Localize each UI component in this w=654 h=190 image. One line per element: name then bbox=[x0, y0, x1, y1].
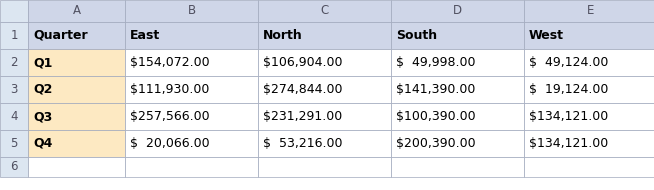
Bar bbox=[28, 103, 125, 130]
Bar bbox=[125, 103, 258, 130]
Text: $134,121.00: $134,121.00 bbox=[529, 110, 608, 123]
Bar bbox=[391, 157, 524, 177]
Bar bbox=[125, 76, 258, 103]
Text: $257,566.00: $257,566.00 bbox=[130, 110, 210, 123]
Text: C: C bbox=[320, 5, 328, 17]
Bar bbox=[524, 22, 654, 49]
Bar bbox=[28, 0, 125, 22]
Bar bbox=[524, 0, 654, 22]
Bar bbox=[125, 49, 258, 76]
Text: 5: 5 bbox=[10, 137, 18, 150]
Bar bbox=[258, 76, 391, 103]
Bar bbox=[391, 76, 524, 103]
Text: 1: 1 bbox=[10, 29, 18, 42]
Text: $134,121.00: $134,121.00 bbox=[529, 137, 608, 150]
Bar bbox=[524, 103, 654, 130]
Bar bbox=[125, 157, 258, 177]
Bar bbox=[125, 130, 258, 157]
Text: D: D bbox=[453, 5, 462, 17]
Text: 3: 3 bbox=[10, 83, 18, 96]
Bar bbox=[524, 49, 654, 76]
Bar bbox=[258, 49, 391, 76]
Text: South: South bbox=[396, 29, 437, 42]
Text: East: East bbox=[130, 29, 160, 42]
Bar bbox=[391, 49, 524, 76]
Text: $274,844.00: $274,844.00 bbox=[263, 83, 343, 96]
Text: $141,390.00: $141,390.00 bbox=[396, 83, 475, 96]
Text: B: B bbox=[188, 5, 196, 17]
Bar bbox=[28, 157, 125, 177]
Bar bbox=[258, 22, 391, 49]
Text: $106,904.00: $106,904.00 bbox=[263, 56, 343, 69]
Bar bbox=[258, 103, 391, 130]
Text: Q1: Q1 bbox=[33, 56, 52, 69]
Text: $111,930.00: $111,930.00 bbox=[130, 83, 209, 96]
Text: Q2: Q2 bbox=[33, 83, 52, 96]
Bar bbox=[391, 103, 524, 130]
Text: $231,291.00: $231,291.00 bbox=[263, 110, 342, 123]
Bar bbox=[391, 0, 524, 22]
Bar bbox=[28, 76, 125, 103]
Bar bbox=[0, 0, 28, 22]
Text: Q4: Q4 bbox=[33, 137, 52, 150]
Text: West: West bbox=[529, 29, 564, 42]
Bar bbox=[28, 22, 125, 49]
Bar bbox=[0, 49, 28, 76]
Text: 2: 2 bbox=[10, 56, 18, 69]
Bar bbox=[391, 130, 524, 157]
Bar bbox=[391, 22, 524, 49]
Bar bbox=[125, 0, 258, 22]
Text: $  49,998.00: $ 49,998.00 bbox=[396, 56, 475, 69]
Text: $100,390.00: $100,390.00 bbox=[396, 110, 475, 123]
Text: $  20,066.00: $ 20,066.00 bbox=[130, 137, 210, 150]
Text: North: North bbox=[263, 29, 303, 42]
Bar bbox=[0, 22, 28, 49]
Text: Q3: Q3 bbox=[33, 110, 52, 123]
Text: 4: 4 bbox=[10, 110, 18, 123]
Bar bbox=[258, 0, 391, 22]
Bar bbox=[524, 157, 654, 177]
Bar bbox=[0, 103, 28, 130]
Bar bbox=[0, 157, 28, 177]
Bar bbox=[258, 130, 391, 157]
Bar bbox=[28, 130, 125, 157]
Text: E: E bbox=[587, 5, 594, 17]
Text: $  49,124.00: $ 49,124.00 bbox=[529, 56, 608, 69]
Text: 6: 6 bbox=[10, 161, 18, 173]
Bar bbox=[125, 22, 258, 49]
Text: $  53,216.00: $ 53,216.00 bbox=[263, 137, 343, 150]
Text: $200,390.00: $200,390.00 bbox=[396, 137, 475, 150]
Bar bbox=[524, 130, 654, 157]
Bar bbox=[0, 130, 28, 157]
Text: A: A bbox=[73, 5, 80, 17]
Bar bbox=[0, 76, 28, 103]
Text: $  19,124.00: $ 19,124.00 bbox=[529, 83, 608, 96]
Text: $154,072.00: $154,072.00 bbox=[130, 56, 210, 69]
Bar bbox=[28, 49, 125, 76]
Bar bbox=[258, 157, 391, 177]
Text: Quarter: Quarter bbox=[33, 29, 88, 42]
Bar bbox=[524, 76, 654, 103]
